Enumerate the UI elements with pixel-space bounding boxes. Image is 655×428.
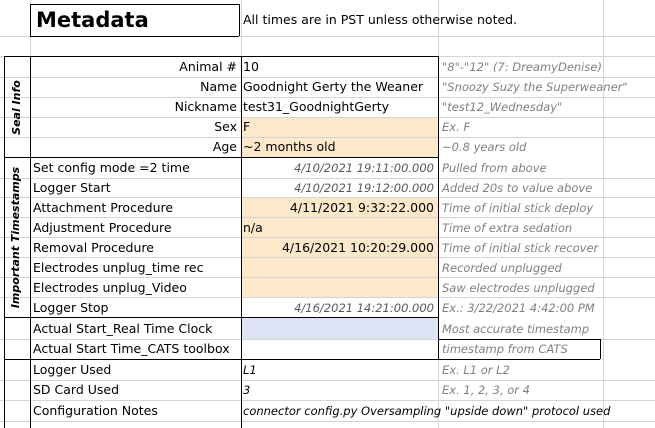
- cats-start-label: Actual Start Time_CATS toolbox: [33, 341, 230, 356]
- electrodes-video-label: Electrodes unplug_Video: [33, 280, 187, 295]
- removal-note: Time of initial stick recover: [442, 241, 599, 255]
- attachment-note: Time of initial stick deploy: [442, 201, 594, 215]
- timezone-note: All times are in PST unless otherwise no…: [243, 12, 518, 27]
- page-title: Metadata: [36, 8, 149, 32]
- age-value[interactable]: ~2 months old: [243, 139, 336, 154]
- sd-card-value[interactable]: 3: [243, 383, 251, 397]
- removal-value[interactable]: 4/16/2021 10:20:29.000: [281, 240, 434, 255]
- age-label: Age: [212, 139, 237, 154]
- config-notes-value[interactable]: connector config.py Oversampling "upside…: [243, 404, 611, 418]
- name-note: "Snoozy Suzy the Superweaner": [442, 80, 628, 94]
- age-note: ~0.8 years old: [442, 140, 527, 154]
- sd-card-note: Ex. 1, 2, 3, or 4: [442, 383, 531, 397]
- sex-label: Sex: [214, 119, 237, 134]
- attachment-value[interactable]: 4/11/2021 9:32:22.000: [289, 200, 434, 215]
- adjustment-note: Time of extra sedation: [442, 221, 573, 235]
- electrodes-video-note: Saw electrodes unplugged: [442, 281, 595, 295]
- sex-value[interactable]: F: [243, 119, 251, 134]
- name-value[interactable]: Goodnight Gerty the Weaner: [243, 79, 424, 94]
- cats-start-note: timestamp from CATS: [442, 342, 568, 356]
- section-seal-info: Seal Info: [9, 79, 23, 135]
- logger-used-label: Logger Used: [33, 362, 112, 377]
- logger-start-label: Logger Start: [33, 180, 111, 195]
- timestamps-fill: [241, 197, 438, 297]
- logger-stop-note: Ex.: 3/22/2021 4:42:00 PM: [442, 301, 595, 315]
- config-notes-label: Configuration Notes: [33, 403, 158, 418]
- section-important-timestamps: Important Timestamps: [9, 166, 23, 309]
- config-mode-value[interactable]: 4/10/2021 19:11:00.000: [294, 161, 434, 175]
- logger-stop-label: Logger Stop: [33, 300, 109, 315]
- adjustment-label: Adjustment Procedure: [33, 220, 172, 235]
- logger-used-value[interactable]: L1: [243, 363, 257, 377]
- adjustment-value[interactable]: n/a: [243, 220, 263, 235]
- config-mode-note: Pulled from above: [442, 161, 547, 175]
- logger-used-note: Ex. L1 or L2: [442, 363, 510, 377]
- electrodes-time-note: Recorded unplugged: [442, 261, 562, 275]
- rtc-fill: [241, 318, 438, 339]
- rtc-start-label: Actual Start_Real Time Clock: [33, 321, 213, 336]
- rtc-start-note: Most accurate timestamp: [442, 322, 590, 336]
- animal-number-note: "8"-"12" (7: DreamyDenise): [442, 60, 602, 74]
- logger-stop-value[interactable]: 4/16/2021 14:21:00.000: [294, 301, 434, 315]
- animal-number-label: Animal #: [179, 59, 237, 74]
- attachment-label: Attachment Procedure: [33, 200, 174, 215]
- animal-number-value[interactable]: 10: [243, 59, 259, 74]
- nickname-value[interactable]: test31_GoodnightGerty: [243, 99, 390, 114]
- logger-start-value[interactable]: 4/10/2021 19:12:00.000: [294, 181, 434, 195]
- electrodes-time-label: Electrodes unplug_time rec: [33, 260, 204, 275]
- nickname-label: Nickname: [174, 99, 237, 114]
- sd-card-label: SD Card Used: [33, 382, 120, 397]
- sex-note: Ex. F: [442, 120, 470, 134]
- name-label: Name: [200, 79, 237, 94]
- nickname-note: "test12_Wednesday": [442, 100, 563, 114]
- removal-label: Removal Procedure: [33, 240, 154, 255]
- config-mode-label: Set config mode =2 time: [33, 160, 190, 175]
- logger-start-note: Added 20s to value above: [442, 181, 593, 195]
